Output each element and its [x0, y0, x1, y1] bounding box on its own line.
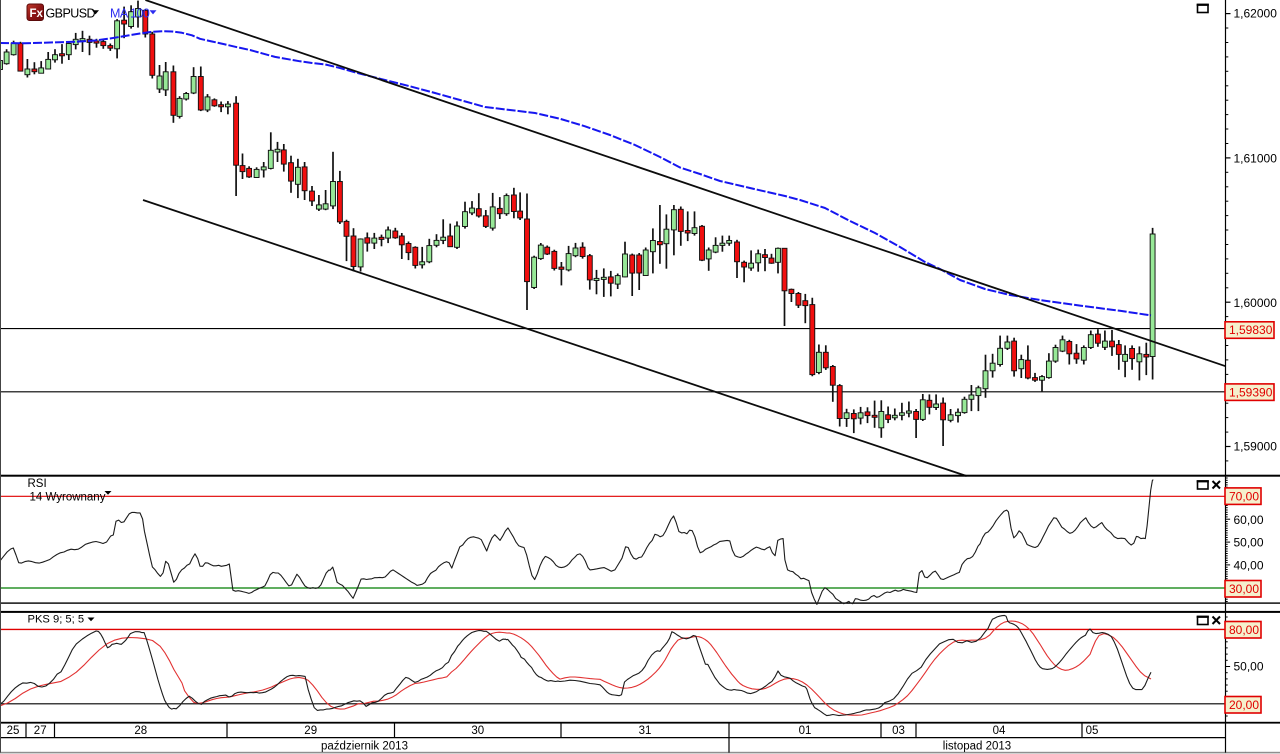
svg-text:01: 01: [799, 725, 812, 737]
svg-text:31: 31: [639, 725, 652, 737]
svg-text:GBPUSD: GBPUSD: [46, 6, 96, 20]
svg-text:1,59000: 1,59000: [1234, 440, 1278, 454]
svg-text:RSI: RSI: [28, 478, 47, 490]
svg-text:04: 04: [993, 725, 1006, 737]
svg-text:20,00: 20,00: [1229, 698, 1259, 712]
svg-text:50,00: 50,00: [1234, 536, 1264, 550]
svg-text:03: 03: [892, 725, 905, 737]
svg-text:80,00: 80,00: [1229, 623, 1259, 637]
svg-text:1,61000: 1,61000: [1234, 151, 1278, 165]
svg-text:40,00: 40,00: [1234, 559, 1264, 573]
svg-text:Fx: Fx: [30, 8, 44, 20]
svg-text:70,00: 70,00: [1229, 489, 1259, 503]
svg-text:1,59830: 1,59830: [1229, 323, 1273, 337]
svg-text:1,59390: 1,59390: [1229, 385, 1273, 399]
svg-text:25: 25: [7, 725, 20, 737]
svg-text:30: 30: [471, 725, 484, 737]
svg-text:05: 05: [1086, 725, 1099, 737]
svg-text:27: 27: [34, 725, 47, 737]
svg-text:MA 100: MA 100: [110, 6, 150, 20]
svg-text:30,00: 30,00: [1229, 582, 1259, 596]
svg-text:14 Wyrownany: 14 Wyrownany: [30, 492, 106, 504]
svg-text:28: 28: [134, 725, 147, 737]
svg-text:PKS 9; 5; 5: PKS 9; 5; 5: [28, 613, 85, 625]
svg-text:60,00: 60,00: [1234, 513, 1264, 527]
svg-text:29: 29: [304, 725, 317, 737]
svg-text:listopad 2013: listopad 2013: [943, 740, 1011, 752]
svg-text:październik 2013: październik 2013: [321, 740, 408, 752]
svg-text:1,62000: 1,62000: [1234, 7, 1278, 21]
svg-text:1,60000: 1,60000: [1234, 296, 1278, 310]
svg-text:50,00: 50,00: [1234, 660, 1264, 674]
